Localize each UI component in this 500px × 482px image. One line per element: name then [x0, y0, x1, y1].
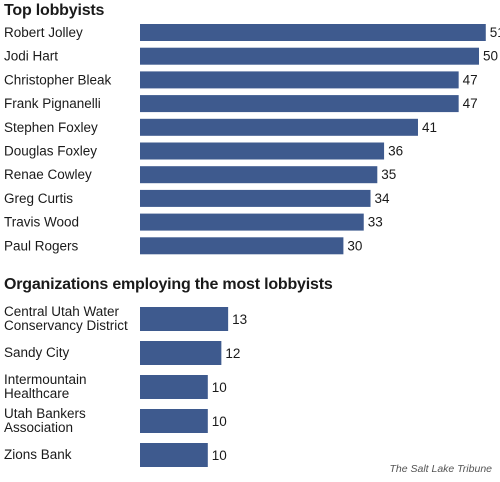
bar-8 — [140, 189, 371, 207]
org-bar-2 — [140, 341, 222, 365]
org-value-label-1: 13 — [232, 312, 247, 327]
org-bar-4 — [140, 409, 208, 433]
category-label-4: Frank Pignanelli — [4, 96, 101, 111]
org-label-4-line-2: Association — [4, 420, 73, 435]
org-value-label-4: 10 — [212, 414, 227, 429]
value-label-1: 51 — [490, 25, 500, 40]
org-label-1-line-1: Central Utah Water — [4, 304, 120, 319]
org-label-4-line-1: Utah Bankers — [4, 406, 86, 421]
value-label-10: 30 — [347, 238, 362, 253]
category-label-9: Travis Wood — [4, 215, 79, 230]
org-value-label-2: 12 — [225, 346, 240, 361]
org-label-1-line-2: Conservancy District — [4, 318, 128, 333]
value-label-9: 33 — [368, 215, 383, 230]
chart-2-title: Organizations employing the most lobbyis… — [4, 276, 333, 293]
value-label-2: 50 — [483, 49, 498, 64]
category-label-6: Douglas Foxley — [4, 144, 97, 159]
value-label-6: 36 — [388, 144, 403, 159]
value-label-4: 47 — [463, 96, 478, 111]
value-label-8: 34 — [375, 191, 391, 206]
category-label-1: Robert Jolley — [4, 25, 83, 40]
bar-9 — [140, 213, 364, 231]
bar-1 — [140, 24, 486, 41]
bar-6 — [140, 142, 385, 160]
org-label-3-line-1: Intermountain — [4, 372, 87, 387]
category-label-10: Paul Rogers — [4, 238, 79, 253]
value-label-3: 47 — [463, 72, 478, 87]
org-value-label-3: 10 — [212, 380, 227, 395]
bar-4 — [140, 95, 459, 113]
org-bar-3 — [140, 375, 208, 399]
category-label-5: Stephen Foxley — [4, 120, 98, 135]
bar-3 — [140, 71, 459, 89]
category-label-3: Christopher Bleak — [4, 72, 112, 87]
org-label-5: Zions Bank — [4, 447, 72, 462]
bar-5 — [140, 118, 418, 136]
org-label-3-line-2: Healthcare — [4, 386, 69, 401]
org-bar-5 — [140, 443, 208, 467]
bar-2 — [140, 47, 479, 65]
bar-7 — [140, 166, 378, 184]
org-value-label-5: 10 — [212, 448, 227, 463]
value-label-5: 41 — [422, 120, 437, 135]
category-label-7: Renae Cowley — [4, 167, 92, 182]
source-credit: The Salt Lake Tribune — [389, 463, 492, 475]
value-label-7: 35 — [381, 167, 396, 182]
bar-10 — [140, 237, 344, 255]
org-bar-1 — [140, 307, 229, 331]
category-label-2: Jodi Hart — [4, 49, 58, 64]
category-label-8: Greg Curtis — [4, 191, 73, 206]
org-label-2: Sandy City — [4, 345, 70, 360]
chart-1-title: Top lobbyists — [4, 2, 105, 19]
